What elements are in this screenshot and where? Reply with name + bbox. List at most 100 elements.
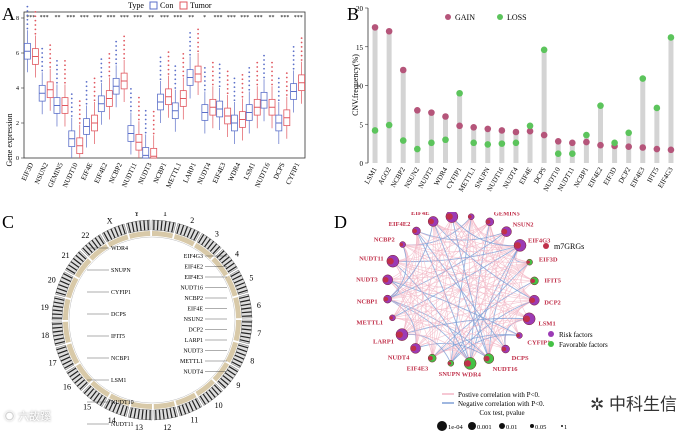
tumor-outlier	[152, 119, 155, 122]
gene-label: IFIT5	[111, 334, 125, 340]
cnv-ring	[90, 380, 110, 398]
tumor-outlier	[182, 57, 185, 60]
tumor-outlier	[78, 108, 81, 111]
chrom-band	[52, 309, 63, 312]
cox-size-label: 1e-04	[448, 424, 464, 431]
panel-a-sig: ***	[240, 15, 249, 21]
cox-size-dot	[530, 424, 534, 428]
chrom-band	[221, 256, 230, 264]
tumor-outlier	[197, 45, 199, 48]
chrom-band	[156, 220, 159, 231]
tumor-outlier	[138, 96, 140, 99]
con-outlier	[277, 90, 280, 93]
tumor-outlier	[78, 113, 81, 116]
tumor-outlier	[197, 41, 199, 44]
con-outlier	[189, 40, 191, 43]
panel-a-sig: ***	[294, 15, 303, 21]
con-outlier	[115, 40, 118, 43]
gain-point	[526, 127, 534, 135]
chrom-band	[241, 311, 252, 314]
con-outlier	[130, 109, 132, 112]
tumor-outlier	[256, 61, 259, 64]
panel-a-sig: ***	[66, 15, 75, 21]
tumor-outlier	[152, 123, 155, 126]
con-outlier	[56, 68, 58, 71]
panel-b-bar	[428, 112, 434, 163]
chrom-band	[181, 404, 187, 415]
panel-a-sig: ***	[40, 15, 49, 21]
con-outlier	[292, 54, 295, 57]
cnv-ring	[109, 393, 131, 406]
chrom-band	[188, 401, 194, 412]
loss-point	[526, 122, 534, 130]
gain-point	[484, 125, 492, 133]
gene-label: NUDT16	[180, 286, 203, 292]
con-outlier	[144, 109, 147, 112]
chrom-label: 11	[191, 415, 199, 424]
chrom-band	[162, 409, 165, 420]
tumor-outlier	[211, 61, 214, 64]
chrom-ideogram	[230, 343, 249, 369]
con-outlier	[100, 58, 103, 61]
chrom-band	[54, 340, 65, 345]
chrom-band	[227, 265, 237, 273]
gain-point	[653, 145, 661, 153]
chrom-band	[237, 347, 248, 353]
tumor-outlier	[123, 57, 126, 60]
tumor-outlier	[93, 90, 96, 93]
panel-a-ytick-label: 0	[16, 156, 19, 162]
cnv-ring	[153, 401, 176, 409]
con-outlier	[248, 88, 251, 91]
network-node-label: CYFIP1	[527, 340, 550, 347]
gene-label: NSUN2	[184, 317, 203, 323]
legend-pos-label: Postive correlation with P<0.	[458, 391, 540, 399]
con-outlier	[277, 86, 280, 89]
panel-b-cnv-chart: CNV.frequency(%) GAIN LOSS 05101520LSM1AG…	[351, 5, 675, 193]
positive-edge	[431, 299, 535, 359]
chrom-band	[91, 239, 99, 249]
tumor-outlier	[285, 85, 288, 88]
gene-label: EIF4E3	[184, 275, 203, 281]
chrom-ideogram	[55, 344, 75, 371]
con-outlier	[248, 66, 251, 69]
con-outlier	[233, 90, 236, 93]
gene-label: EIF4E2	[184, 265, 203, 271]
con-outlier	[56, 73, 58, 75]
network-node-core	[428, 355, 433, 361]
tumor-outlier	[285, 80, 288, 83]
cnv-ring	[212, 362, 230, 382]
panel-b-xlabel: EIF4E	[518, 166, 534, 186]
tumor-outlier	[108, 52, 111, 55]
tumor-outlier	[241, 91, 244, 94]
chrom-band	[206, 240, 215, 250]
tumor-outlier	[123, 44, 126, 47]
panel-c-circos: 12345678910111213141516171819202122XYEIF…	[41, 212, 261, 432]
con-outlier	[70, 93, 73, 96]
tumor-outlier	[64, 73, 66, 75]
con-outlier	[115, 62, 118, 65]
gain-point	[512, 128, 520, 136]
gain-point	[639, 144, 647, 151]
tumor-outlier	[138, 105, 140, 108]
tumor-outlier	[226, 74, 229, 77]
network-node-label: WDR4	[462, 371, 482, 378]
chrom-band	[220, 377, 229, 386]
panel-a-xlabel: EIF3D	[20, 161, 35, 182]
chrom-band	[224, 372, 234, 379]
tumor-outlier	[167, 64, 170, 67]
tumor-outlier	[167, 55, 170, 58]
cnv-ring	[224, 275, 238, 297]
chrom-band	[239, 295, 250, 300]
tumor-outlier	[197, 32, 199, 35]
tumor-outlier	[34, 15, 37, 18]
con-outlier	[115, 58, 118, 61]
negative-edge	[392, 244, 521, 263]
tumor-outlier	[64, 64, 66, 67]
cnv-ring	[152, 231, 174, 239]
gene-label: LARP1	[185, 338, 203, 344]
tumor-outlier	[108, 66, 111, 68]
chrom-band	[72, 257, 82, 266]
loss-point	[498, 140, 506, 147]
chrom-band	[106, 230, 113, 240]
chrom-band	[191, 400, 198, 410]
